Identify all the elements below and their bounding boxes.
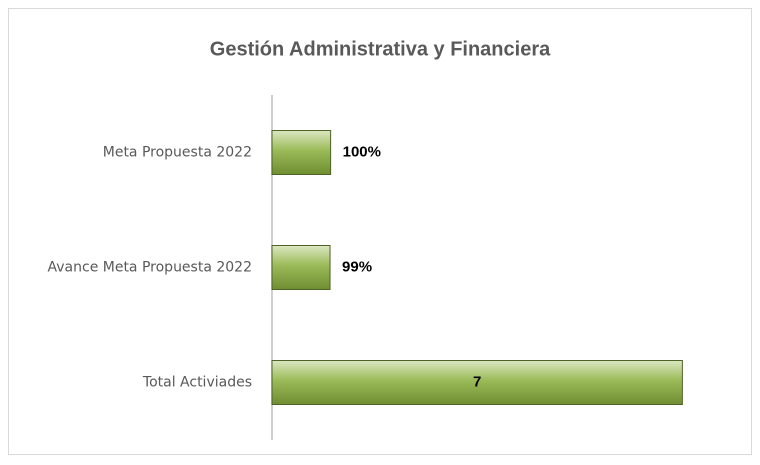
- data-label: 100%: [343, 143, 381, 160]
- data-label: 7: [473, 373, 481, 390]
- y-tick-label: Avance Meta Propuesta 2022: [48, 260, 253, 276]
- chart-title: Gestión Administrativa y Financiera: [210, 38, 551, 60]
- y-tick-label: Meta Propuesta 2022: [103, 145, 252, 161]
- bar: [271, 130, 332, 175]
- bar: [271, 245, 331, 290]
- y-tick-label: Total Activiades: [142, 375, 252, 391]
- bar: [271, 360, 683, 405]
- data-label: 99%: [342, 258, 372, 275]
